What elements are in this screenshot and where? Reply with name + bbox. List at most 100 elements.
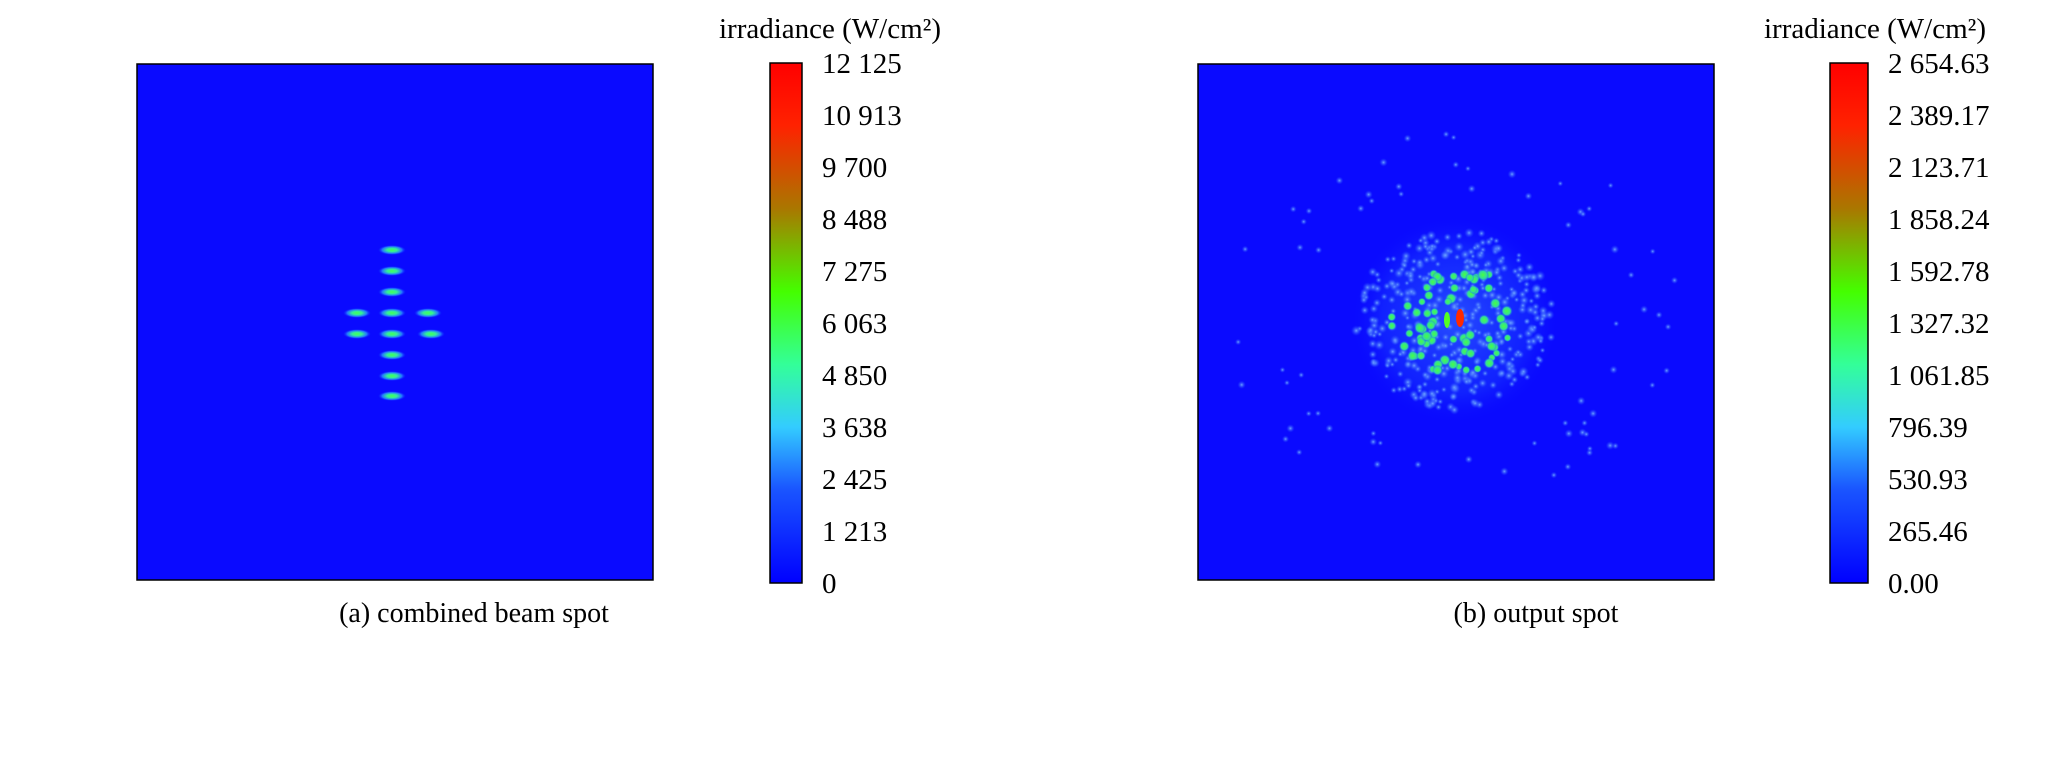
speckle-outer: [1464, 165, 1472, 172]
colorbar-tick-label: 8 488: [822, 204, 887, 236]
speckle: [1464, 227, 1475, 238]
speckle: [1369, 358, 1379, 368]
speckle: [1453, 241, 1465, 253]
speckle: [1431, 351, 1438, 359]
speckle-bright: [1387, 321, 1397, 331]
speckle: [1503, 370, 1515, 382]
speckle-outer: [1325, 424, 1334, 433]
colorbar-tick-label: 3 638: [822, 412, 887, 444]
speckle: [1387, 346, 1398, 357]
speckle: [1518, 290, 1527, 299]
speckle: [1387, 295, 1397, 305]
speckle: [1515, 252, 1523, 259]
speckle: [1480, 291, 1490, 301]
speckle: [1416, 383, 1423, 391]
speckle-outer: [1564, 429, 1574, 439]
speckle: [1477, 378, 1488, 388]
speckle: [1448, 381, 1460, 393]
speckle-bright: [1404, 328, 1414, 338]
speckle-bright: [1500, 305, 1513, 317]
speckle: [1425, 230, 1437, 241]
speckle-outer: [1403, 134, 1412, 143]
beam-spot: [378, 245, 406, 255]
speckle: [1417, 237, 1425, 244]
speckle-bright: [1460, 336, 1472, 348]
speckle: [1365, 325, 1376, 335]
speckle: [1368, 315, 1377, 325]
speckle: [1350, 325, 1362, 337]
speckle: [1432, 237, 1441, 246]
speckle: [1536, 356, 1544, 365]
speckle: [1484, 237, 1494, 247]
colorbar-a-ticks: 12 125 10 913 9 700 8 488 7 275 6 063 4 850 3 6…: [822, 48, 902, 600]
speckle-outer: [1609, 365, 1618, 374]
speckle: [1426, 388, 1438, 399]
speckle: [1411, 393, 1421, 403]
beam-spot: [378, 350, 406, 360]
colorbar-tick-label: 7 275: [822, 256, 887, 288]
colorbar-tick-label: 9 700: [822, 152, 887, 184]
speckle-bright: [1448, 271, 1459, 281]
speckle-outer: [1500, 467, 1509, 476]
colorbar-tick-label: 2 123.71: [1888, 152, 1990, 184]
speckle-outer: [1607, 182, 1614, 189]
speckle: [1368, 350, 1378, 359]
speckle-bright: [1465, 348, 1476, 359]
speckle-outer: [1464, 455, 1473, 464]
speckle-outer: [1582, 430, 1590, 438]
speckle: [1494, 390, 1504, 400]
speckle: [1383, 355, 1394, 366]
speckle: [1525, 304, 1536, 316]
speckle-outer: [1314, 246, 1323, 254]
speckle: [1528, 297, 1535, 305]
speckle: [1453, 253, 1461, 261]
speckle: [1475, 303, 1483, 312]
colorbar-tick-label: 530.93: [1888, 464, 1968, 496]
colorbar-tick-label: 796.39: [1888, 412, 1968, 444]
speckle-outer: [1585, 448, 1594, 457]
speckle: [1532, 291, 1542, 301]
speckle-outer: [1564, 221, 1573, 229]
speckle: [1421, 380, 1429, 388]
speckle: [1448, 391, 1459, 402]
speckle-outer: [1442, 130, 1450, 138]
heatmap-b-spots: [1234, 130, 1679, 479]
beam-spot: [378, 266, 406, 276]
speckle: [1392, 356, 1400, 364]
speckle: [1546, 299, 1556, 309]
core-ring: [1444, 312, 1450, 328]
speckle: [1441, 341, 1450, 350]
speckle-bright: [1402, 300, 1413, 312]
speckle: [1389, 334, 1401, 346]
speckle-outer: [1531, 440, 1538, 447]
speckle: [1472, 357, 1482, 367]
speckle: [1405, 241, 1413, 250]
speckle-outer: [1561, 419, 1569, 427]
speckle-bright: [1398, 340, 1410, 352]
speckle-outer: [1450, 134, 1457, 141]
speckle-outer: [1300, 218, 1308, 226]
speckle-outer: [1241, 245, 1249, 253]
speckle: [1492, 267, 1502, 277]
colorbar-tick-label: 1 213: [822, 516, 887, 548]
speckle-bright: [1483, 357, 1495, 369]
speckle: [1478, 249, 1485, 257]
speckle-outer: [1305, 410, 1312, 417]
speckle: [1471, 244, 1478, 252]
speckle-bright: [1465, 273, 1475, 283]
speckle-bright: [1449, 283, 1460, 293]
speckle-outer: [1397, 190, 1405, 198]
speckle-bright: [1432, 364, 1444, 376]
speckle: [1393, 267, 1405, 279]
speckle: [1499, 296, 1511, 308]
panel-b: (b) output spot irradiance (W/cm²) 2 654…: [1197, 13, 1990, 629]
speckle-outer: [1524, 192, 1533, 201]
speckle: [1495, 256, 1506, 267]
speckle-outer: [1550, 471, 1558, 479]
speckle: [1369, 304, 1379, 314]
beam-spot: [343, 308, 371, 318]
speckle: [1516, 332, 1525, 340]
colorbar-b-title: irradiance (W/cm²): [1764, 13, 1986, 45]
speckle-outer: [1289, 205, 1297, 213]
speckle: [1359, 295, 1369, 305]
